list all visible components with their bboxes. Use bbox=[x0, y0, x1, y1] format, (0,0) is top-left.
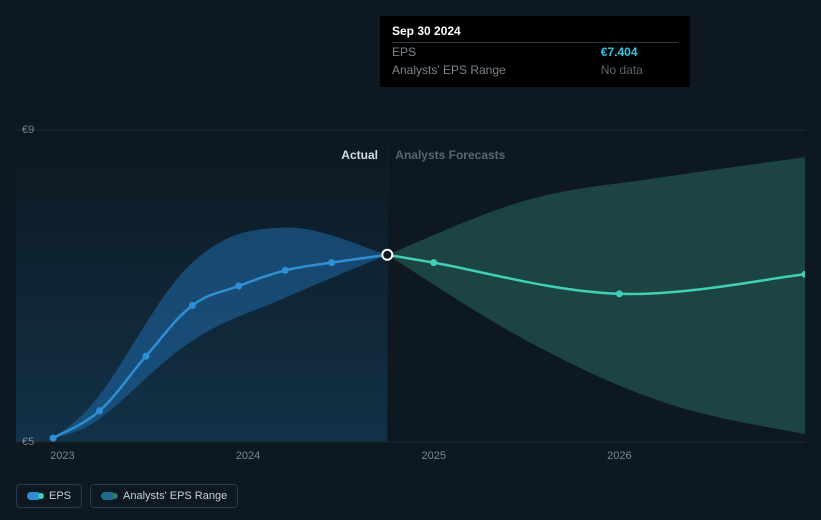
tooltip-row-value: €7.404 bbox=[601, 43, 678, 62]
y-tick-label: €5 bbox=[22, 436, 34, 448]
tooltip-row-label: EPS bbox=[392, 43, 601, 62]
x-tick-label: 2026 bbox=[607, 450, 631, 462]
x-tick-label: 2024 bbox=[236, 450, 260, 462]
tooltip-row-label: Analysts' EPS Range bbox=[392, 61, 601, 79]
x-tick-label: 2025 bbox=[421, 450, 445, 462]
legend-swatch-icon bbox=[27, 492, 41, 500]
legend-swatch-icon bbox=[101, 492, 115, 500]
legend-label: Analysts' EPS Range bbox=[123, 490, 227, 502]
legend-item[interactable]: Analysts' EPS Range bbox=[90, 484, 238, 508]
legend-label: EPS bbox=[49, 490, 71, 502]
y-tick-label: €9 bbox=[22, 124, 34, 136]
tooltip-row-value: No data bbox=[601, 61, 678, 79]
region-label-forecast: Analysts Forecasts bbox=[395, 148, 505, 162]
legend-item[interactable]: EPS bbox=[16, 484, 82, 508]
x-tick-label: 2023 bbox=[50, 450, 74, 462]
chart-legend: EPS Analysts' EPS Range bbox=[16, 484, 238, 508]
chart-tooltip: Sep 30 2024 EPS€7.404Analysts' EPS Range… bbox=[380, 16, 690, 87]
tooltip-date: Sep 30 2024 bbox=[392, 24, 678, 38]
region-label-actual: Actual bbox=[341, 148, 378, 162]
